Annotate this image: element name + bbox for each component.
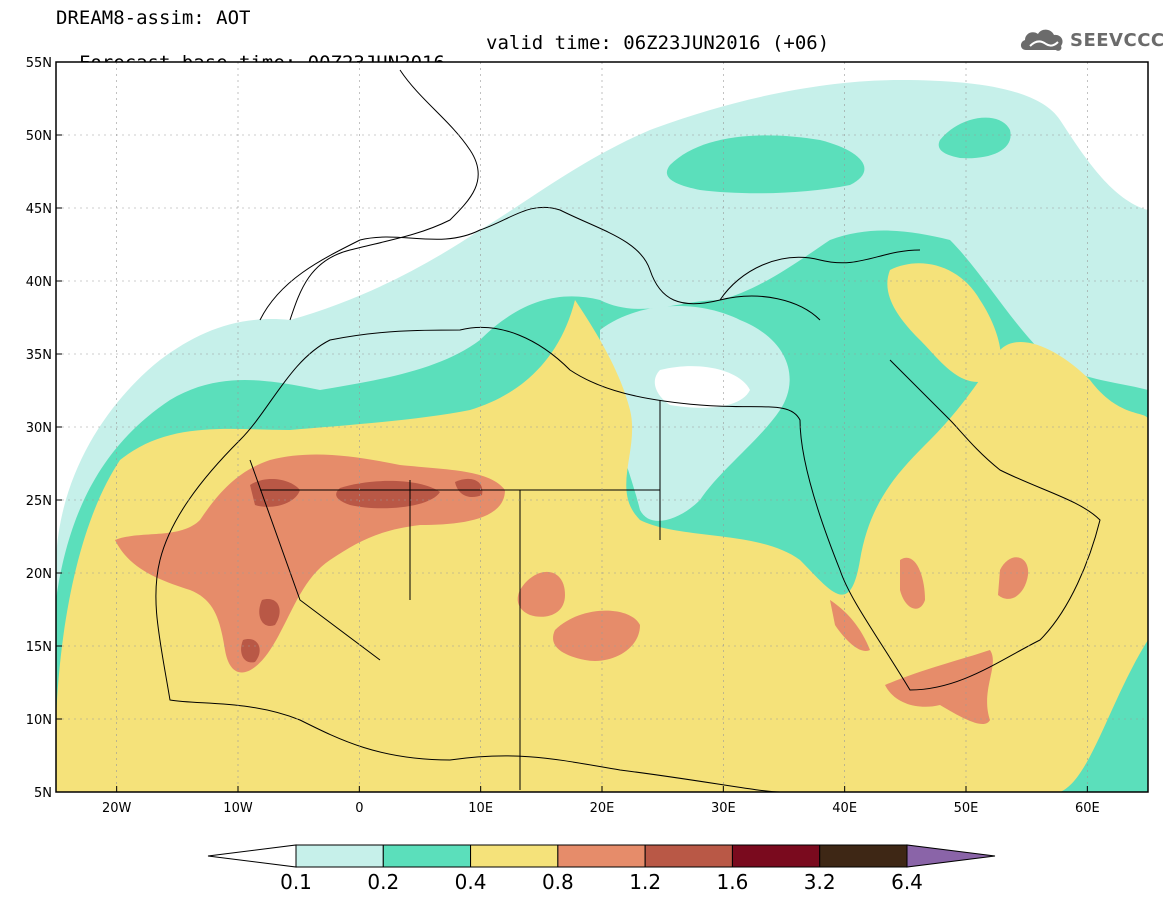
lon-label: 30E (711, 801, 736, 816)
colorbar-swatch (819, 844, 908, 868)
colorbar-swatch (470, 844, 559, 868)
lat-label: 15N (26, 640, 52, 655)
lon-label: 60E (1075, 801, 1100, 816)
cloud-icon (1020, 29, 1063, 51)
lat-label: 20N (26, 567, 52, 582)
colorbar-swatch (557, 844, 646, 868)
map-title: DREAM8-assim: AOT (56, 7, 251, 29)
lon-label: 40E (832, 801, 857, 816)
colorbar-swatch (382, 844, 472, 868)
lat-label: 45N (26, 202, 52, 217)
aot-contour-1.2-b (336, 480, 440, 509)
lon-label: 20E (590, 801, 615, 816)
aot-clean-med (600, 306, 790, 521)
lat-label: 10N (26, 713, 52, 728)
lon-label: 10E (468, 801, 493, 816)
colorbar-min-arrow (207, 844, 297, 868)
colorbar-label: 0.1 (280, 870, 312, 894)
colorbar-max-arrow (906, 844, 996, 868)
aot-clean-east-med (654, 366, 750, 408)
aot-contour-0.8-sudan (553, 610, 640, 661)
longitude-labels: 20W 10W 0 10E 20E 30E 40E 50E 60E (102, 786, 1100, 816)
lon-label: 50E (954, 801, 979, 816)
lat-label: 30N (26, 421, 52, 436)
lat-label: 55N (26, 56, 52, 71)
aot-contour-0.8-eritrea (830, 600, 870, 651)
colorbar-label: 3.2 (804, 870, 836, 894)
lat-label: 40N (26, 275, 52, 290)
lon-label: 0 (355, 801, 363, 816)
colorbar-swatch (295, 844, 384, 868)
colorbar-label: 0.4 (455, 870, 487, 894)
lon-label: 20W (102, 801, 132, 816)
seevccc-logo: SEEVCCC (1018, 24, 1164, 58)
aot-contour-0.4-iran (887, 263, 1001, 382)
colorbar-label: 1.6 (717, 870, 749, 894)
colorbar-label: 0.2 (367, 870, 399, 894)
aot-contour-1.2-c (455, 478, 483, 498)
aot-contour-1.2-e (241, 639, 260, 663)
colorbar-label: 0.8 (542, 870, 574, 894)
lon-label: 10W (223, 801, 253, 816)
aot-contour-1.2 (250, 478, 300, 507)
latitude-labels: 55N 50N 45N 40N 35N 30N 25N 20N 15N 10N 5N (26, 56, 62, 801)
colorbar-label: 6.4 (891, 870, 923, 894)
aot-contour-0.4 (56, 300, 1148, 792)
lat-label: 35N (26, 348, 52, 363)
colorbar-swatch (731, 844, 821, 868)
colorbar: 0.1 0.2 0.4 0.8 1.2 1.6 3.2 6.4 (207, 844, 996, 894)
lat-label: 50N (26, 129, 52, 144)
aot-contour-0.8 (115, 454, 505, 673)
aot-contour-0.2-north (666, 135, 865, 194)
aot-contour-0.2-ne (938, 117, 1011, 159)
coastlines (155, 69, 1101, 792)
lat-label: 5N (34, 786, 52, 801)
aot-contour-0.8-arabia (900, 557, 925, 609)
valid-time: valid time: 06Z23JUN2016 (+06) (486, 32, 830, 54)
logo-text: SEEVCCC (1070, 30, 1165, 51)
aot-contour-0.8-oman (998, 557, 1029, 599)
aot-contour-0.8-chad (517, 571, 565, 617)
colorbar-label: 1.2 (629, 870, 661, 894)
aot-contour-1.2-d (259, 599, 280, 626)
lat-lon-grid (56, 62, 1148, 792)
lat-label: 25N (26, 494, 52, 509)
colorbar-swatch (644, 844, 733, 868)
